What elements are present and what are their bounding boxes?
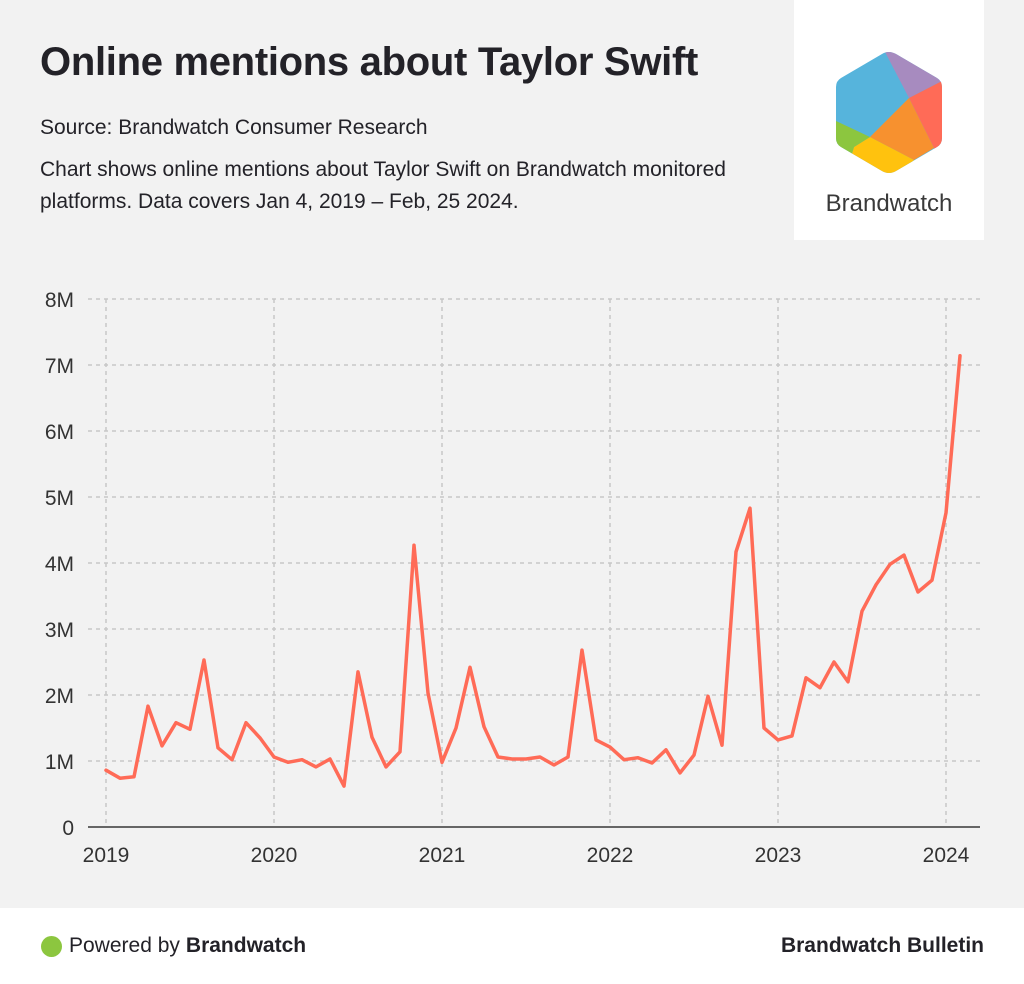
data-point bbox=[454, 726, 458, 730]
data-point bbox=[594, 738, 598, 742]
y-tick-label: 0 bbox=[62, 817, 74, 840]
data-point bbox=[846, 680, 850, 684]
data-point bbox=[398, 750, 402, 754]
data-point bbox=[244, 721, 248, 725]
data-point bbox=[524, 757, 528, 761]
data-point bbox=[230, 758, 234, 762]
x-tick-label: 2019 bbox=[83, 844, 130, 867]
data-point bbox=[790, 734, 794, 738]
data-point bbox=[566, 755, 570, 759]
data-point bbox=[958, 354, 962, 358]
x-tick-label: 2022 bbox=[587, 844, 634, 867]
y-tick-label: 7M bbox=[45, 355, 74, 378]
data-point bbox=[580, 648, 584, 652]
data-point bbox=[216, 746, 220, 750]
data-point bbox=[132, 775, 136, 779]
data-point bbox=[272, 755, 276, 759]
y-tick-label: 2M bbox=[45, 685, 74, 708]
data-point bbox=[286, 760, 290, 764]
horizontal-gridlines bbox=[88, 298, 980, 762]
data-point bbox=[692, 753, 696, 757]
data-point bbox=[552, 763, 556, 767]
x-tick-label: 2020 bbox=[251, 844, 298, 867]
powered-brand: Brandwatch bbox=[185, 934, 307, 957]
data-point bbox=[342, 784, 346, 788]
green-dot-icon bbox=[41, 935, 62, 957]
data-point bbox=[104, 768, 108, 772]
data-point bbox=[412, 543, 416, 547]
brandwatch-hexagon-icon bbox=[836, 52, 942, 173]
data-point bbox=[762, 726, 766, 730]
data-point bbox=[496, 755, 500, 759]
data-point bbox=[832, 660, 836, 664]
powered-by: Powered by Brandwatch bbox=[41, 934, 306, 958]
logo-wordmark: Brandwatch bbox=[825, 190, 953, 217]
y-tick-label: 3M bbox=[45, 619, 74, 642]
data-point bbox=[258, 736, 262, 740]
data-point bbox=[818, 686, 822, 690]
data-point bbox=[146, 704, 150, 708]
data-point bbox=[916, 590, 920, 594]
data-point bbox=[300, 758, 304, 762]
data-point bbox=[776, 738, 780, 742]
data-point bbox=[804, 676, 808, 680]
data-point bbox=[440, 760, 444, 764]
vertical-gridlines bbox=[105, 299, 947, 827]
data-point bbox=[902, 553, 906, 557]
chart-description: Chart shows online mentions about Taylor… bbox=[40, 158, 726, 213]
x-tick-label: 2023 bbox=[755, 844, 802, 867]
y-tick-label: 1M bbox=[45, 751, 74, 774]
y-tick-label: 4M bbox=[45, 553, 74, 576]
data-point bbox=[160, 744, 164, 748]
data-point bbox=[174, 721, 178, 725]
y-tick-labels: 0 1M 2M 3M 4M 5M 6M 7M 8M bbox=[45, 289, 74, 840]
x-tick-labels: 2019 2020 2021 2022 2023 2024 bbox=[83, 844, 970, 867]
data-point bbox=[314, 765, 318, 769]
data-point bbox=[860, 609, 864, 613]
chart-source: Source: Brandwatch Consumer Research bbox=[40, 116, 428, 139]
data-point bbox=[706, 694, 710, 698]
data-point bbox=[426, 691, 430, 695]
series-line-mentions bbox=[104, 354, 962, 788]
data-point bbox=[622, 758, 626, 762]
data-point bbox=[748, 506, 752, 510]
data-point bbox=[650, 761, 654, 765]
y-tick-label: 5M bbox=[45, 487, 74, 510]
data-point bbox=[118, 776, 122, 780]
data-point bbox=[888, 562, 892, 566]
data-point bbox=[664, 748, 668, 752]
data-point bbox=[384, 765, 388, 769]
data-point bbox=[678, 771, 682, 775]
x-tick-label: 2024 bbox=[923, 844, 970, 867]
y-tick-label: 6M bbox=[45, 421, 74, 444]
data-point bbox=[538, 755, 542, 759]
data-point bbox=[930, 578, 934, 582]
data-point bbox=[482, 725, 486, 729]
footer: Powered by Brandwatch Brandwatch Bulleti… bbox=[0, 908, 1024, 984]
data-point bbox=[468, 665, 472, 669]
data-point bbox=[510, 757, 514, 761]
chart-title: Online mentions about Taylor Swift bbox=[40, 40, 698, 84]
data-point bbox=[720, 743, 724, 747]
data-point bbox=[874, 583, 878, 587]
brandwatch-logo: Brandwatch bbox=[794, 0, 984, 240]
data-point bbox=[328, 757, 332, 761]
data-point bbox=[636, 756, 640, 760]
data-point bbox=[188, 727, 192, 731]
data-point bbox=[608, 745, 612, 749]
brandwatch-bulletin-label: Brandwatch Bulletin bbox=[780, 934, 984, 957]
data-points bbox=[104, 354, 962, 788]
powered-prefix: Powered by bbox=[69, 934, 180, 957]
data-point bbox=[944, 511, 948, 515]
data-point bbox=[202, 658, 206, 662]
data-point bbox=[370, 735, 374, 739]
y-tick-label: 8M bbox=[45, 289, 74, 312]
data-point bbox=[734, 550, 738, 554]
data-point bbox=[356, 670, 360, 674]
x-tick-label: 2021 bbox=[419, 844, 466, 867]
